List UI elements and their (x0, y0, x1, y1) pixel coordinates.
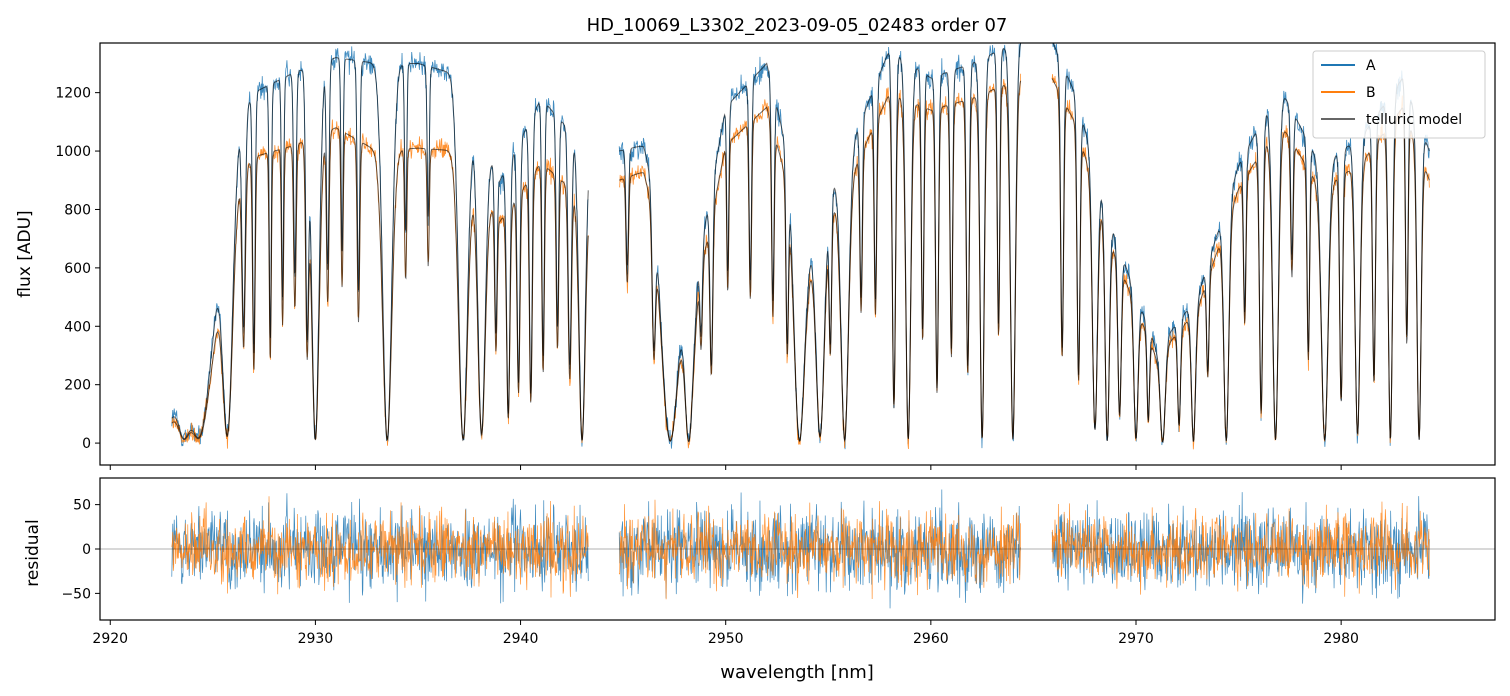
x-tick-label-2980: 2980 (1323, 631, 1359, 647)
x-tick-label-2960: 2960 (913, 631, 949, 647)
residual-b-line-seg-1 (618, 499, 1021, 600)
model-b-line-seg-2 (1051, 78, 1430, 443)
x-tick-label-2940: 2940 (503, 631, 539, 647)
model-b-line-seg-0 (171, 127, 589, 442)
residual-y-tick-label-50: 50 (73, 498, 91, 514)
flux-y-tick-label-200: 200 (64, 378, 91, 394)
x-tick-label-2930: 2930 (298, 631, 334, 647)
residual-panel: −50 0 50 2920 2930 2940 2950 2960 2970 2980 resi… (23, 477, 1496, 683)
residual-y-tick-label--50: −50 (61, 586, 91, 602)
x-axis-label: wavelength [nm] (720, 662, 874, 683)
flux-series-layer (171, 43, 1430, 450)
model-b-line-seg-1 (619, 80, 1022, 443)
legend-box (1312, 50, 1486, 139)
residual-x-ticks: 2920 2930 2940 2950 2960 2970 2980 (92, 620, 1359, 647)
residual-y-tick-label-0: 0 (82, 542, 91, 558)
x-tick-label-2950: 2950 (708, 631, 744, 647)
flux-axes-frame (99, 42, 1496, 466)
residual-y-ticks: −50 0 50 (61, 498, 100, 602)
flux-y-axis-label: flux [ADU] (15, 210, 35, 297)
legend-label-model: telluric model (1366, 112, 1462, 128)
flux-y-tick-label-400: 400 (64, 319, 91, 335)
residual-series-layer (100, 489, 1495, 609)
chart-title: HD_10069_L3302_2023-09-05_02483 order 07 (587, 15, 1008, 36)
x-tick-label-2920: 2920 (92, 631, 128, 647)
flux-panel: 0 200 400 600 800 1000 1200 flux [ADU] A B tel… (15, 42, 1496, 470)
model-a-line-seg-0 (171, 57, 589, 441)
flux-x-ticks (109, 465, 1342, 470)
flux-y-ticks: 0 200 400 600 800 1000 1200 (55, 86, 100, 452)
flux-y-tick-label-0: 0 (82, 436, 91, 452)
legend-label-b: B (1366, 85, 1376, 101)
residual-y-axis-label: residual (23, 519, 43, 586)
residual-b-line-seg-2 (1051, 501, 1430, 597)
series-b-line-seg-1 (619, 73, 1022, 450)
legend-label-a: A (1366, 58, 1376, 74)
flux-y-tick-label-1000: 1000 (55, 144, 91, 160)
flux-y-tick-label-800: 800 (64, 202, 91, 218)
legend: A B telluric model (1312, 50, 1486, 139)
flux-y-tick-label-600: 600 (64, 261, 91, 277)
flux-y-tick-label-1200: 1200 (55, 86, 91, 102)
x-tick-label-2970: 2970 (1118, 631, 1154, 647)
